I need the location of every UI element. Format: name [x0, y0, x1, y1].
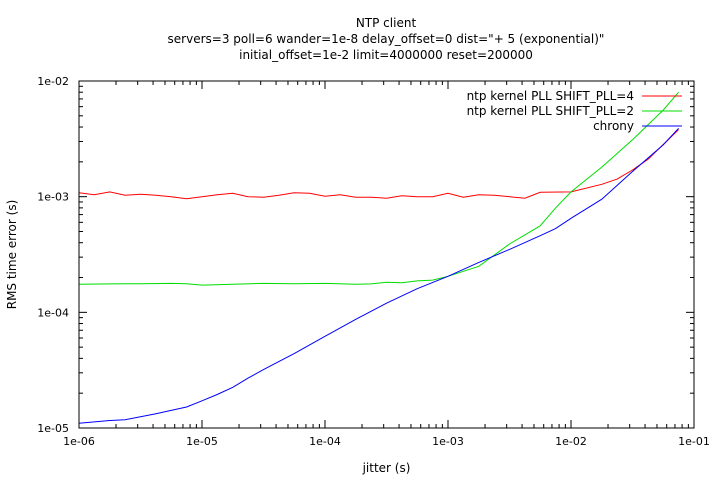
series-lines	[78, 91, 679, 424]
y-tick-label: 1e-05	[37, 422, 69, 435]
plot-frame	[78, 80, 695, 429]
series-line-2	[78, 91, 679, 286]
x-tick-label: 1e-05	[186, 435, 218, 448]
series-line-3	[78, 127, 679, 424]
axis-ticks: 1e-06 1e-05 1e-04 1e-03 1e-02 1e-011e-051e-04…	[37, 75, 710, 448]
legend-label-1: ntp kernel PLL SHIFT_PLL=4	[467, 89, 634, 103]
y-axis-label: RMS time error (s)	[5, 200, 19, 310]
title-line-1: NTP client	[356, 16, 417, 30]
x-tick-label: 1e-04	[309, 435, 341, 448]
title-line-2: servers=3 poll=6 wander=1e-8 delay_offse…	[168, 32, 605, 46]
x-tick-label: 1e-06	[63, 435, 95, 448]
x-axis-label: jitter (s)	[362, 461, 411, 475]
y-tick-label: 1e-04	[37, 306, 69, 319]
y-tick-label: 1e-02	[37, 75, 69, 88]
chart-title: NTP client servers=3 poll=6 wander=1e-8 d…	[168, 16, 605, 62]
y-tick-label: 1e-03	[37, 191, 69, 204]
title-line-3: initial_offset=1e-2 limit=4000000 reset=…	[239, 48, 533, 62]
x-tick-label: 1e-01	[678, 435, 710, 448]
series-line-1	[78, 129, 679, 200]
x-tick-label: 1e-03	[432, 435, 464, 448]
legend-label-3: chrony	[593, 119, 634, 133]
x-tick-label: 1e-02	[555, 435, 587, 448]
legend-label-2: ntp kernel PLL SHIFT_PLL=2	[467, 104, 634, 118]
